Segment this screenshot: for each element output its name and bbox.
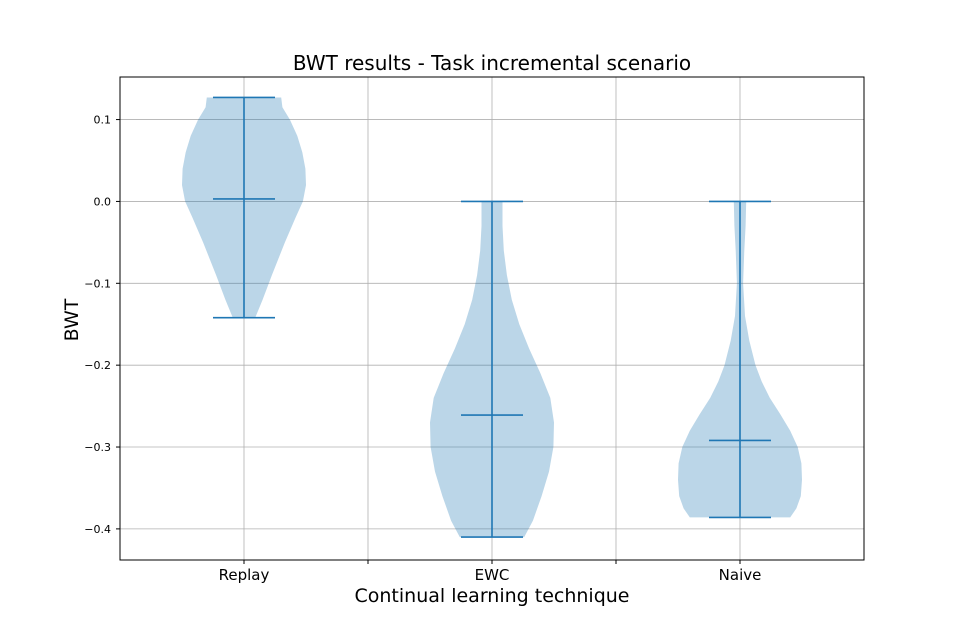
y-tick-label: −0.3 [84,441,111,454]
x-axis-label: Continual learning technique [355,585,630,607]
y-tick-label: 0.1 [94,114,112,127]
x-tick-label: EWC [475,566,510,584]
x-tick-label: Replay [219,566,270,584]
y-axis-label: BWT [61,298,83,341]
violins [182,96,802,538]
y-tick-label: 0.0 [94,195,112,208]
chart-title: BWT results - Task incremental scenario [293,51,691,75]
y-tick-label: −0.1 [84,277,111,290]
y-tick-label: −0.4 [84,523,111,536]
axis-ticks: 0.1 0.0 −0.1 −0.2 −0.3 −0.4 Replay EWC Naive [84,114,761,584]
y-tick-label: −0.2 [84,359,111,372]
x-tick-label: Naive [719,566,762,584]
